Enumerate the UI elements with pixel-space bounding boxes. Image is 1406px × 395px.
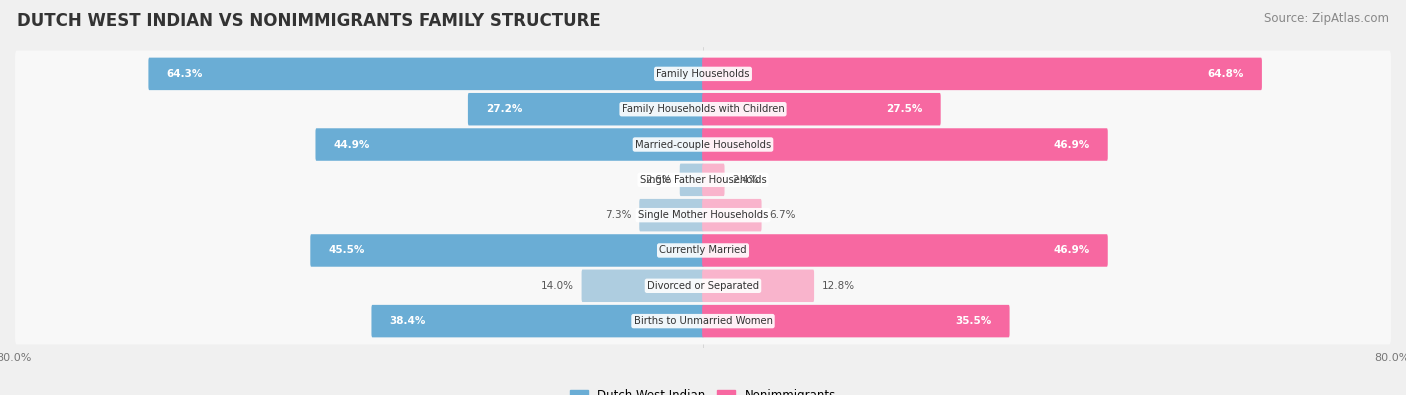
Text: 46.9%: 46.9% bbox=[1053, 245, 1090, 256]
FancyBboxPatch shape bbox=[679, 164, 704, 196]
FancyBboxPatch shape bbox=[702, 128, 1108, 161]
Text: Family Households: Family Households bbox=[657, 69, 749, 79]
Text: Births to Unmarried Women: Births to Unmarried Women bbox=[634, 316, 772, 326]
Text: 27.2%: 27.2% bbox=[486, 104, 523, 114]
Text: DUTCH WEST INDIAN VS NONIMMIGRANTS FAMILY STRUCTURE: DUTCH WEST INDIAN VS NONIMMIGRANTS FAMIL… bbox=[17, 12, 600, 30]
FancyBboxPatch shape bbox=[702, 234, 1108, 267]
FancyBboxPatch shape bbox=[15, 121, 1391, 168]
FancyBboxPatch shape bbox=[371, 305, 704, 337]
Text: 14.0%: 14.0% bbox=[541, 281, 574, 291]
FancyBboxPatch shape bbox=[702, 269, 814, 302]
Text: Source: ZipAtlas.com: Source: ZipAtlas.com bbox=[1264, 12, 1389, 25]
FancyBboxPatch shape bbox=[702, 305, 1010, 337]
Text: 45.5%: 45.5% bbox=[329, 245, 364, 256]
FancyBboxPatch shape bbox=[15, 86, 1391, 132]
FancyBboxPatch shape bbox=[15, 192, 1391, 239]
FancyBboxPatch shape bbox=[311, 234, 704, 267]
Text: Currently Married: Currently Married bbox=[659, 245, 747, 256]
FancyBboxPatch shape bbox=[702, 164, 724, 196]
FancyBboxPatch shape bbox=[468, 93, 704, 126]
Text: 64.8%: 64.8% bbox=[1208, 69, 1244, 79]
Text: 6.7%: 6.7% bbox=[769, 210, 796, 220]
FancyBboxPatch shape bbox=[149, 58, 704, 90]
Text: Married-couple Households: Married-couple Households bbox=[636, 139, 770, 150]
Text: Divorced or Separated: Divorced or Separated bbox=[647, 281, 759, 291]
Legend: Dutch West Indian, Nonimmigrants: Dutch West Indian, Nonimmigrants bbox=[564, 383, 842, 395]
Text: 2.4%: 2.4% bbox=[733, 175, 759, 185]
Text: 64.3%: 64.3% bbox=[166, 69, 202, 79]
FancyBboxPatch shape bbox=[15, 51, 1391, 97]
Text: Family Households with Children: Family Households with Children bbox=[621, 104, 785, 114]
FancyBboxPatch shape bbox=[15, 298, 1391, 344]
Text: 35.5%: 35.5% bbox=[955, 316, 991, 326]
Text: Single Father Households: Single Father Households bbox=[640, 175, 766, 185]
FancyBboxPatch shape bbox=[702, 58, 1263, 90]
Text: 7.3%: 7.3% bbox=[605, 210, 631, 220]
Text: 38.4%: 38.4% bbox=[389, 316, 426, 326]
Text: 27.5%: 27.5% bbox=[886, 104, 922, 114]
FancyBboxPatch shape bbox=[702, 93, 941, 126]
FancyBboxPatch shape bbox=[640, 199, 704, 231]
FancyBboxPatch shape bbox=[15, 263, 1391, 309]
FancyBboxPatch shape bbox=[702, 199, 762, 231]
Text: 46.9%: 46.9% bbox=[1053, 139, 1090, 150]
FancyBboxPatch shape bbox=[315, 128, 704, 161]
Text: 2.6%: 2.6% bbox=[645, 175, 672, 185]
FancyBboxPatch shape bbox=[582, 269, 704, 302]
FancyBboxPatch shape bbox=[15, 156, 1391, 203]
Text: 44.9%: 44.9% bbox=[333, 139, 370, 150]
Text: Single Mother Households: Single Mother Households bbox=[638, 210, 768, 220]
FancyBboxPatch shape bbox=[15, 227, 1391, 274]
Text: 12.8%: 12.8% bbox=[823, 281, 855, 291]
